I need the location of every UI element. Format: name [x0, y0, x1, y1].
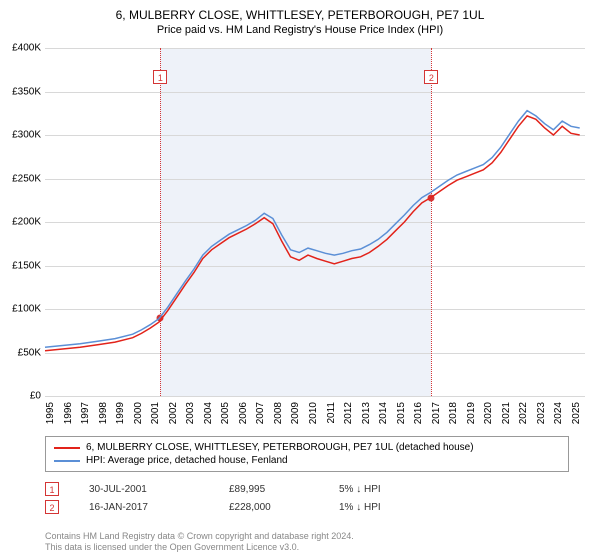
- x-tick-label: 1995: [45, 402, 56, 424]
- x-tick-label: 2019: [466, 402, 477, 424]
- x-tick-label: 2003: [185, 402, 196, 424]
- sale-hpi-diff: 5% ↓ HPI: [339, 484, 429, 495]
- footer-attribution: Contains HM Land Registry data © Crown c…: [45, 531, 569, 554]
- sale-date: 30-JUL-2001: [89, 484, 199, 495]
- x-tick-label: 2025: [571, 402, 582, 424]
- x-tick-label: 1996: [63, 402, 74, 424]
- sale-date: 16-JAN-2017: [89, 502, 199, 513]
- y-tick-label: £350K: [12, 86, 41, 97]
- x-tick-label: 1998: [98, 402, 109, 424]
- x-tick-label: 1999: [115, 402, 126, 424]
- legend-label: HPI: Average price, detached house, Fenl…: [86, 455, 288, 466]
- x-tick-label: 2024: [553, 402, 564, 424]
- x-tick-label: 2022: [518, 402, 529, 424]
- x-tick-label: 2007: [255, 402, 266, 424]
- x-tick-label: 2015: [396, 402, 407, 424]
- legend-label: 6, MULBERRY CLOSE, WHITTLESEY, PETERBORO…: [86, 442, 474, 453]
- sales-table: 1 30-JUL-2001 £89,995 5% ↓ HPI 2 16-JAN-2017 £…: [45, 480, 569, 516]
- gridline: [45, 396, 585, 397]
- sale-price: £228,000: [229, 502, 309, 513]
- legend-box: 6, MULBERRY CLOSE, WHITTLESEY, PETERBORO…: [45, 436, 569, 472]
- x-tick-label: 2021: [501, 402, 512, 424]
- legend-entry: 6, MULBERRY CLOSE, WHITTLESEY, PETERBORO…: [54, 441, 560, 454]
- sale-price: £89,995: [229, 484, 309, 495]
- chart-container: 6, MULBERRY CLOSE, WHITTLESEY, PETERBORO…: [0, 0, 600, 560]
- sale-row-badge: 1: [45, 482, 59, 496]
- y-tick-label: £0: [30, 391, 41, 402]
- x-tick-label: 2020: [483, 402, 494, 424]
- x-tick-label: 2009: [290, 402, 301, 424]
- x-tick-label: 2017: [431, 402, 442, 424]
- chart-title: 6, MULBERRY CLOSE, WHITTLESEY, PETERBORO…: [0, 0, 600, 22]
- footer-line-1: Contains HM Land Registry data © Crown c…: [45, 531, 569, 543]
- x-axis-labels: 1995 1996 1997 1998 1999 2000 2001 2002 2003 2004…: [45, 398, 585, 438]
- x-tick-label: 2011: [326, 402, 337, 424]
- x-tick-label: 2012: [343, 402, 354, 424]
- y-tick-label: £50K: [18, 347, 41, 358]
- x-tick-label: 2018: [448, 402, 459, 424]
- chart-subtitle: Price paid vs. HM Land Registry's House …: [0, 22, 600, 36]
- y-tick-label: £200K: [12, 217, 41, 228]
- y-tick-label: £400K: [12, 43, 41, 54]
- x-tick-label: 2013: [361, 402, 372, 424]
- legend-entry: HPI: Average price, detached house, Fenl…: [54, 454, 560, 467]
- y-axis-labels: £0£50K£100K£150K£200K£250K£300K£350K£400…: [0, 48, 43, 396]
- series-line: [45, 116, 580, 351]
- x-tick-label: 2008: [273, 402, 284, 424]
- y-tick-label: £250K: [12, 173, 41, 184]
- x-tick-label: 2023: [536, 402, 547, 424]
- x-tick-label: 1997: [80, 402, 91, 424]
- y-tick-label: £150K: [12, 260, 41, 271]
- legend-swatch: [54, 460, 80, 462]
- x-tick-label: 2001: [150, 402, 161, 424]
- plot-area: 12: [45, 48, 585, 396]
- sale-row-badge: 2: [45, 500, 59, 514]
- x-tick-label: 2000: [133, 402, 144, 424]
- x-tick-label: 2004: [203, 402, 214, 424]
- y-tick-label: £300K: [12, 130, 41, 141]
- x-tick-label: 2016: [413, 402, 424, 424]
- footer-line-2: This data is licensed under the Open Gov…: [45, 542, 569, 554]
- y-tick-label: £100K: [12, 304, 41, 315]
- x-tick-label: 2002: [168, 402, 179, 424]
- series-line: [45, 111, 580, 348]
- line-series-svg: [45, 48, 585, 396]
- x-tick-label: 2010: [308, 402, 319, 424]
- x-tick-label: 2006: [238, 402, 249, 424]
- x-tick-label: 2014: [378, 402, 389, 424]
- x-tick-label: 2005: [220, 402, 231, 424]
- sale-row: 1 30-JUL-2001 £89,995 5% ↓ HPI: [45, 480, 569, 498]
- legend-swatch: [54, 447, 80, 449]
- sale-row: 2 16-JAN-2017 £228,000 1% ↓ HPI: [45, 498, 569, 516]
- sale-hpi-diff: 1% ↓ HPI: [339, 502, 429, 513]
